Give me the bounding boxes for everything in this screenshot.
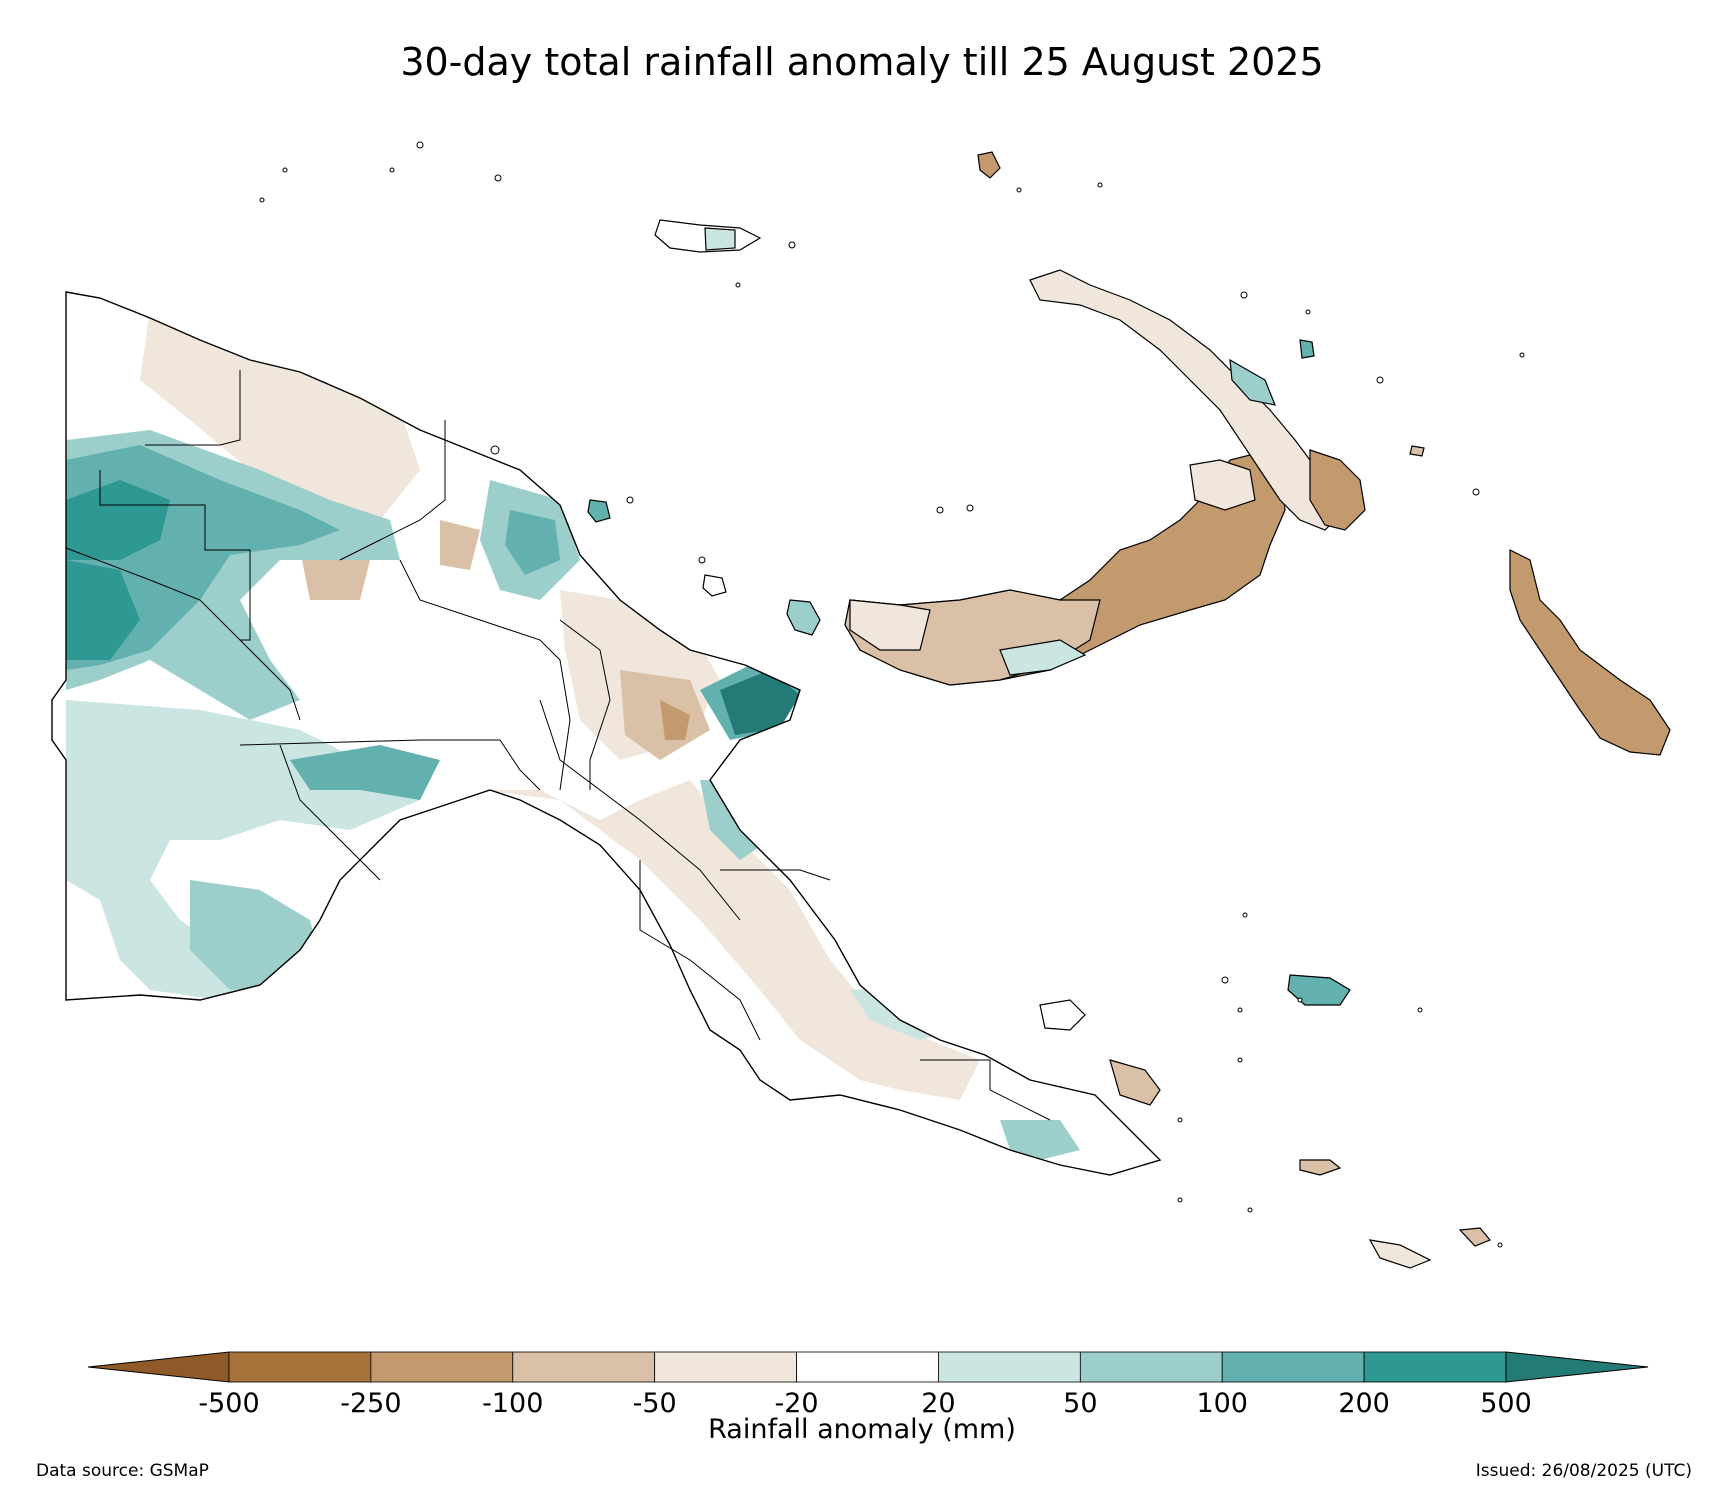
- anomaly-patch-dry: [480, 780, 980, 1100]
- island-umboi: [702, 574, 727, 597]
- colorbar-tick-label: -250: [340, 1388, 401, 1419]
- anomaly-patch-wet: [290, 745, 440, 800]
- island-long: [786, 599, 821, 636]
- island-mussau: [977, 151, 1001, 179]
- colorbar-segment: [1079, 1351, 1223, 1383]
- island-rossel: [1368, 1239, 1432, 1269]
- province-boundaries: [65, 370, 1051, 1121]
- colorbar-segment: [654, 1351, 797, 1383]
- island-new-britain-north: [1189, 459, 1256, 511]
- island-misima: [1299, 1159, 1342, 1176]
- island-fergusson: [1039, 999, 1086, 1031]
- colorbar-tick-label: -20: [775, 1388, 819, 1419]
- colorbar-tick-label: 200: [1338, 1388, 1390, 1419]
- colorbar-tick-label: -50: [633, 1388, 677, 1419]
- anomaly-patch-dry: [140, 310, 420, 520]
- anomaly-patch-dry: [300, 550, 370, 600]
- anomaly-patch-wet: [505, 510, 560, 575]
- colorbar-tick-label: -500: [198, 1388, 259, 1419]
- anomaly-patch-dry: [470, 800, 510, 845]
- island-sudest: [1458, 1227, 1491, 1247]
- mainland-coastline: [51, 291, 1162, 1176]
- colorbar-label: Rainfall anomaly (mm): [708, 1414, 1016, 1445]
- colorbar-segment: [796, 1351, 939, 1383]
- island-karkar: [587, 499, 611, 523]
- colorbar-tick-label: 100: [1196, 1388, 1248, 1419]
- mainland-png: [51, 291, 1162, 1176]
- island-new-ireland-south: [1309, 449, 1366, 531]
- anomaly-patch-dry: [660, 700, 690, 740]
- anomaly-patch-wet: [720, 670, 800, 735]
- island-tabar: [1409, 445, 1425, 457]
- map-title: 30-day total rainfall anomaly till 25 Au…: [400, 40, 1324, 84]
- colorbar: [87, 1351, 1649, 1383]
- anomaly-patch-wet: [66, 560, 140, 660]
- colorbar-segment: [228, 1351, 372, 1383]
- islands: [587, 151, 1671, 1269]
- colorbar-extend-high: [1505, 1351, 1649, 1383]
- island-bougainville: [1509, 549, 1671, 756]
- colorbar-segment: [1221, 1351, 1365, 1383]
- colorbar-segment: [370, 1351, 514, 1383]
- colorbar-tick-label: 20: [921, 1388, 955, 1419]
- anomaly-patch-wet: [66, 480, 170, 560]
- island-new-britain-wet: [999, 639, 1087, 676]
- small-islands: [259, 141, 1525, 1248]
- data-source: Data source: GSMaP: [36, 1461, 209, 1481]
- anomaly-patch-dry: [440, 520, 480, 570]
- island-nissan: [1299, 339, 1315, 359]
- island-new-ireland-wet: [1229, 358, 1276, 406]
- island-new-ireland: [1029, 269, 1336, 531]
- colorbar-extend-low: [87, 1351, 230, 1383]
- island-new-britain-edge: [849, 599, 931, 651]
- colorbar-segment: [1363, 1351, 1507, 1383]
- colorbar-tick-label: 50: [1063, 1388, 1097, 1419]
- island-manus-wet: [704, 227, 736, 251]
- colorbar-segment: [512, 1351, 656, 1383]
- island-goodenough: [1287, 974, 1351, 1006]
- colorbar-tick-label: -100: [482, 1388, 543, 1419]
- island-normanby: [1109, 1059, 1161, 1106]
- colorbar-segment: [938, 1351, 1081, 1383]
- anomaly-patch-wet: [1000, 1120, 1080, 1160]
- colorbar-tick-label: 500: [1480, 1388, 1532, 1419]
- issued-date: Issued: 26/08/2025 (UTC): [1475, 1461, 1692, 1481]
- colorbar-ticks: -500 -250 -100 -50 -20 20 50 100 200 500: [198, 1388, 1531, 1419]
